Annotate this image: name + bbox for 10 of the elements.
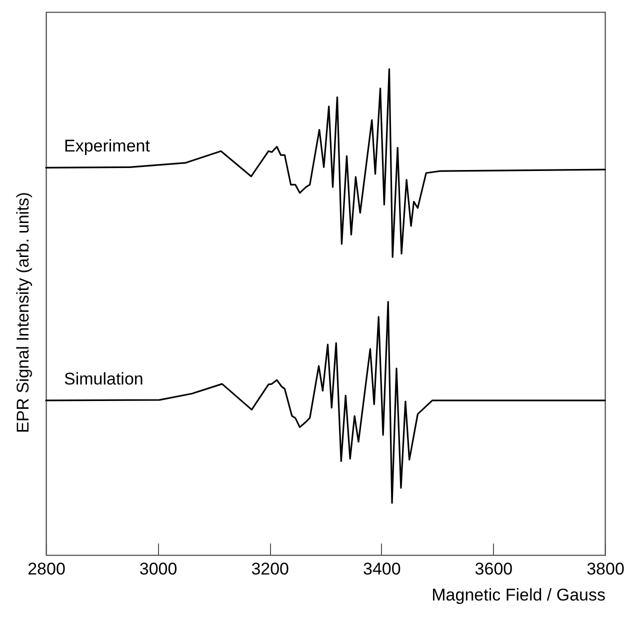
x-tick-label: 3400 xyxy=(362,560,401,578)
y-axis-title: EPR Signal Intensity (arb. units) xyxy=(14,192,32,433)
x-axis-title: Magnetic Field / Gauss xyxy=(432,586,606,604)
x-tick-label: 3800 xyxy=(586,560,624,578)
x-tick-label: 3200 xyxy=(251,560,290,578)
x-tick-label: 3600 xyxy=(474,560,513,578)
series-label: Simulation xyxy=(64,369,144,388)
x-tick-label: 3000 xyxy=(139,560,178,578)
x-tick-label: 2800 xyxy=(28,560,66,578)
series-label: Experiment xyxy=(64,136,150,156)
